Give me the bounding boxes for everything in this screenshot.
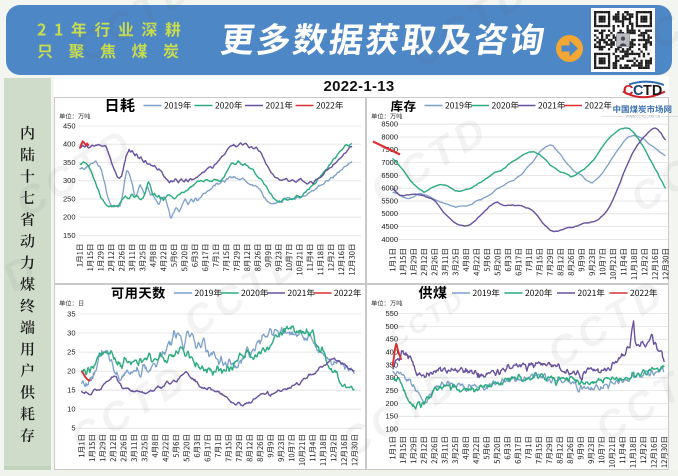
svg-text:8000: 8000 (381, 132, 398, 141)
svg-text:C: C (623, 83, 634, 99)
svg-text:400: 400 (62, 140, 75, 149)
svg-text:450: 450 (62, 121, 75, 130)
svg-text:20: 20 (67, 366, 75, 375)
svg-text:350: 350 (62, 158, 75, 167)
svg-text:400: 400 (385, 347, 398, 356)
svg-text:300: 300 (62, 176, 75, 185)
svg-text:25: 25 (67, 347, 75, 356)
svg-text:15: 15 (67, 385, 75, 394)
svg-text:150: 150 (385, 411, 398, 420)
svg-text:500: 500 (385, 321, 398, 330)
svg-text:6500: 6500 (381, 171, 398, 180)
svg-text:35: 35 (67, 309, 75, 318)
svg-text:300: 300 (385, 373, 398, 382)
svg-text:350: 350 (385, 360, 398, 369)
svg-text:250: 250 (385, 386, 398, 395)
svg-text:30: 30 (67, 328, 75, 337)
svg-text:250: 250 (62, 194, 75, 203)
svg-text:TD: TD (643, 83, 662, 99)
svg-text:5500: 5500 (381, 196, 398, 205)
svg-text:200: 200 (385, 398, 398, 407)
svg-text:7000: 7000 (381, 158, 398, 167)
svg-text:10: 10 (67, 404, 75, 413)
svg-text:550: 550 (385, 308, 398, 317)
svg-text:450: 450 (385, 334, 398, 343)
svg-text:4500: 4500 (381, 222, 398, 231)
svg-text:8500: 8500 (381, 120, 398, 129)
svg-text:5: 5 (71, 423, 75, 432)
svg-text:200: 200 (62, 213, 75, 222)
svg-text:6000: 6000 (381, 184, 398, 193)
svg-text:5000: 5000 (381, 209, 398, 218)
svg-text:100: 100 (385, 424, 398, 433)
svg-text:C: C (633, 83, 644, 99)
svg-text:150: 150 (62, 231, 75, 240)
svg-text:4000: 4000 (381, 235, 398, 244)
svg-text:——————— WWW.CCTD.COM.CN ————: ——————— WWW.CCTD.COM.CN ——————— (601, 115, 678, 119)
